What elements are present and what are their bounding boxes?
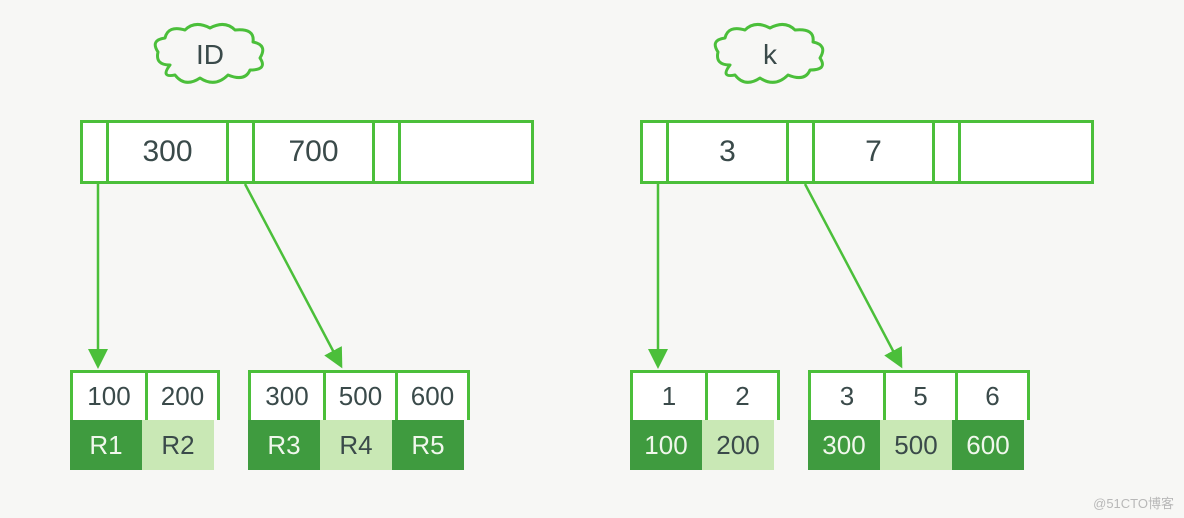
leaf-key: 100 xyxy=(73,373,145,420)
leaf-key: 300 xyxy=(251,373,323,420)
leaf-value: 300 xyxy=(808,420,880,470)
leaf-level: 100 200 R1 R2 300 500 600 R3 R4 R5 xyxy=(70,370,470,470)
root-key: 300 xyxy=(109,123,229,181)
leaf-key: 500 xyxy=(323,373,395,420)
root-key-empty xyxy=(401,123,531,181)
root-pointer xyxy=(935,123,961,181)
leaf-value: R5 xyxy=(392,420,464,470)
root-key: 7 xyxy=(815,123,935,181)
leaf-node: 100 200 R1 R2 xyxy=(70,370,220,470)
leaf-value: 500 xyxy=(880,420,952,470)
root-key-empty xyxy=(961,123,1091,181)
cloud-label-id: ID xyxy=(150,20,270,90)
root-key: 3 xyxy=(669,123,789,181)
leaf-node: 300 500 600 R3 R4 R5 xyxy=(248,370,470,470)
leaf-value: R2 xyxy=(142,420,214,470)
root-node: 3 7 xyxy=(640,120,1094,184)
leaf-key: 3 xyxy=(811,373,883,420)
tree-title: ID xyxy=(150,20,270,90)
leaf-level: 1 2 100 200 3 5 6 300 500 600 xyxy=(630,370,1030,470)
leaf-value: R3 xyxy=(248,420,320,470)
root-pointer xyxy=(789,123,815,181)
watermark: @51CTO博客 xyxy=(1093,493,1174,512)
leaf-value: R1 xyxy=(70,420,142,470)
tree-edges xyxy=(620,184,1140,374)
root-pointer xyxy=(375,123,401,181)
leaf-node: 1 2 100 200 xyxy=(630,370,780,470)
leaf-key: 2 xyxy=(705,373,777,420)
leaf-value: R4 xyxy=(320,420,392,470)
cloud-label-k: k xyxy=(710,20,830,90)
leaf-key: 600 xyxy=(395,373,467,420)
leaf-value: 600 xyxy=(952,420,1024,470)
leaf-key: 5 xyxy=(883,373,955,420)
leaf-key: 1 xyxy=(633,373,705,420)
root-pointer xyxy=(643,123,669,181)
root-pointer xyxy=(229,123,255,181)
leaf-node: 3 5 6 300 500 600 xyxy=(808,370,1030,470)
tree-title: k xyxy=(710,20,830,90)
leaf-key: 6 xyxy=(955,373,1027,420)
root-key: 700 xyxy=(255,123,375,181)
leaf-value: 100 xyxy=(630,420,702,470)
root-pointer xyxy=(83,123,109,181)
leaf-key: 200 xyxy=(145,373,217,420)
tree-edges xyxy=(60,184,580,374)
root-node: 300 700 xyxy=(80,120,534,184)
leaf-value: 200 xyxy=(702,420,774,470)
